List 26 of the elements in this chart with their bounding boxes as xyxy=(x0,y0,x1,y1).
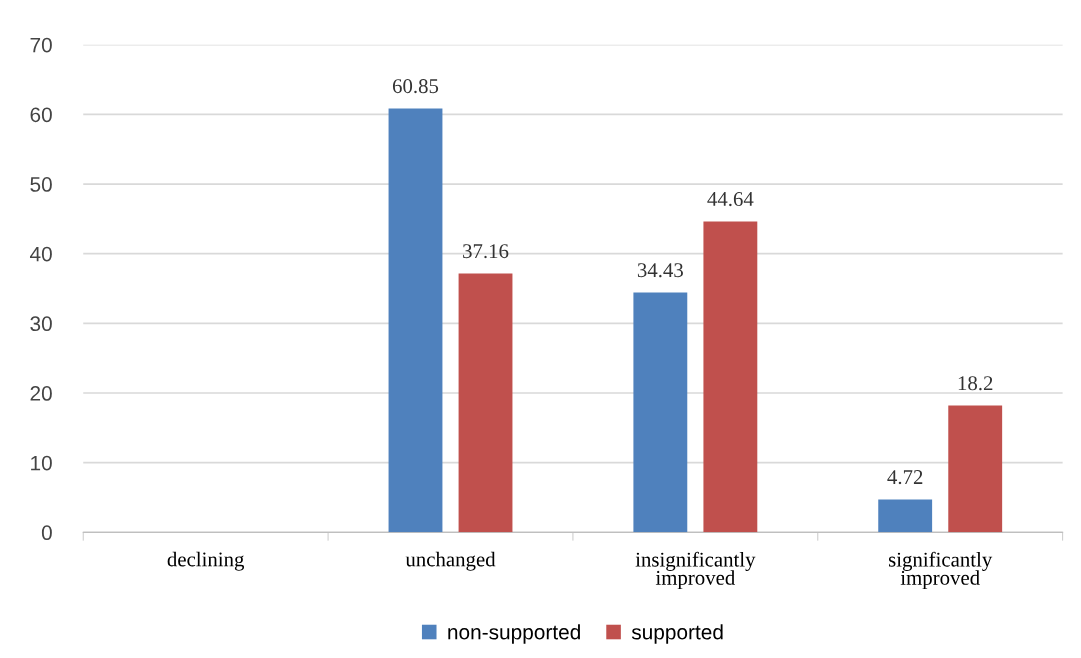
y-tick-label: 0 xyxy=(41,525,52,541)
bar xyxy=(388,108,443,533)
x-tick-label: insignificantly improved xyxy=(635,551,756,590)
y-tick-label: 40 xyxy=(29,246,52,262)
bar xyxy=(458,273,513,533)
bar xyxy=(948,405,1003,533)
data-label: 37.16 xyxy=(463,244,509,259)
y-tick-label: 10 xyxy=(31,455,52,471)
data-label: 44.64 xyxy=(707,192,754,207)
legend-label: non-supported xyxy=(448,624,580,644)
y-tick-label: 70 xyxy=(30,37,52,53)
data-label: 18.2 xyxy=(958,376,993,391)
data-label: 34.43 xyxy=(637,263,683,278)
y-tick-label: 60 xyxy=(30,107,52,123)
x-tick-label: declining xyxy=(167,551,245,571)
x-tick-label: significantly improved xyxy=(888,551,993,590)
bar xyxy=(633,292,688,533)
x-tick-label: unchanged xyxy=(405,551,496,571)
bar xyxy=(878,499,933,533)
y-tick-label: 20 xyxy=(30,386,52,401)
data-label: 60.85 xyxy=(392,79,439,94)
data-label: 4.72 xyxy=(887,470,923,485)
y-tick-label: 50 xyxy=(30,177,52,192)
bar xyxy=(703,221,758,533)
legend-label: supported xyxy=(631,624,723,644)
y-tick-label: 30 xyxy=(30,316,52,332)
